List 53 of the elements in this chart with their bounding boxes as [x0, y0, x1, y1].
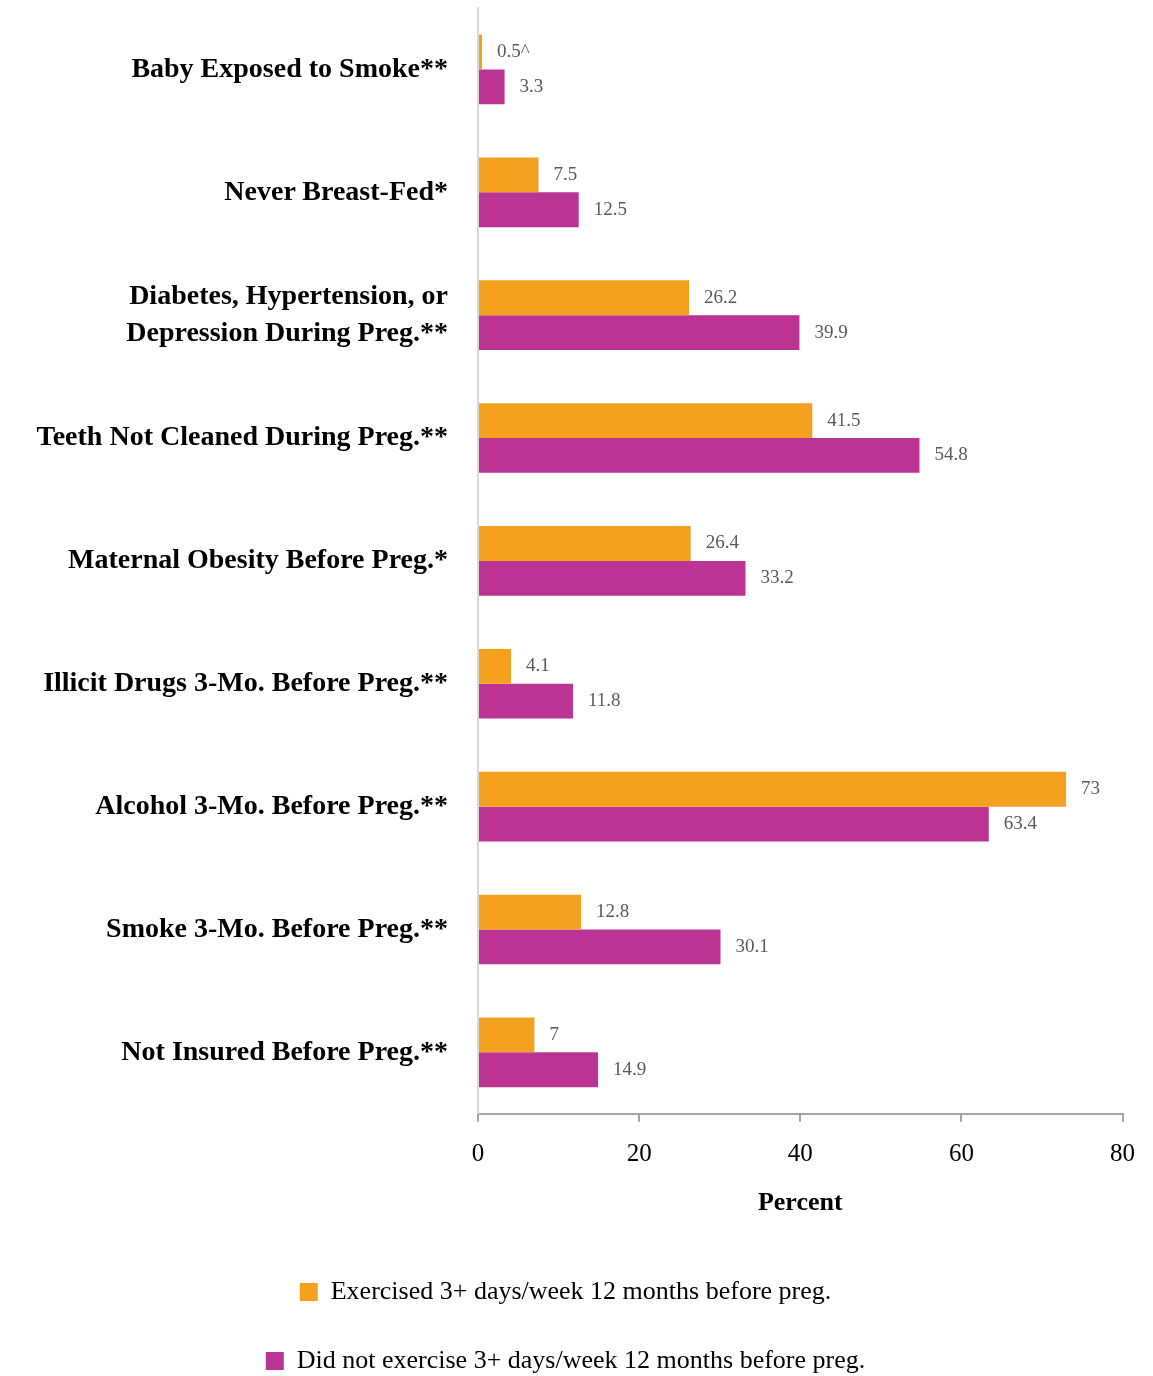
- data-label: 7.5: [553, 162, 578, 184]
- bar: [479, 403, 813, 439]
- x-tick-label: 20: [626, 1139, 652, 1167]
- data-label: 11.8: [588, 689, 621, 711]
- y-tick-label: Not Insured Before Preg.**: [121, 1034, 448, 1066]
- data-label: 41.5: [827, 408, 861, 430]
- y-tick-label: Illicit Drugs 3-Mo. Before Preg.**: [43, 666, 448, 697]
- data-label: 33.2: [760, 566, 794, 588]
- bar: [479, 1017, 535, 1053]
- data-label: 3.3: [519, 74, 544, 96]
- bar: [479, 894, 582, 930]
- data-label: 26.2: [704, 285, 738, 307]
- bar: [479, 929, 721, 965]
- legend-label: Did not exercise 3+ days/week 12 months before preg.: [296, 1344, 866, 1374]
- data-label: 12.8: [596, 900, 630, 922]
- data-label: 39.9: [814, 320, 848, 342]
- x-tick-label: 60: [948, 1139, 974, 1167]
- y-tick-label: Smoke 3-Mo. Before Preg.**: [106, 911, 448, 943]
- data-label: 26.4: [705, 531, 740, 553]
- data-label: 4.1: [526, 654, 550, 676]
- bar: [479, 1052, 599, 1088]
- y-tick-label: Alcohol 3-Mo. Before Preg.**: [95, 788, 448, 820]
- x-tick-label: 0: [471, 1139, 485, 1167]
- data-label: 73: [1081, 777, 1101, 799]
- bar: [479, 648, 512, 684]
- data-label: 54.8: [934, 443, 968, 465]
- x-tick-label: 40: [787, 1139, 813, 1167]
- bar: [479, 280, 690, 316]
- bar: [479, 192, 579, 228]
- y-tick-label: Maternal Obesity Before Preg.*: [68, 543, 448, 575]
- bar: [479, 315, 800, 350]
- y-tick-label: Never Breast-Fed*: [224, 174, 448, 206]
- bar: [479, 771, 1067, 807]
- legend-label: Exercised 3+ days/week 12 months before preg.: [330, 1275, 832, 1305]
- bar: [479, 157, 539, 193]
- bar: [479, 560, 746, 596]
- data-label: 7: [549, 1022, 559, 1044]
- data-label: 63.4: [1003, 812, 1038, 834]
- x-tick-label: 80: [1110, 1139, 1135, 1167]
- y-tick-label: Teeth Not Cleaned During Preg.**: [36, 420, 448, 452]
- data-label: 0.5^: [497, 40, 530, 61]
- bar: [479, 806, 989, 842]
- bar: [479, 438, 920, 473]
- y-tick-label: Baby Exposed to Smoke**: [131, 51, 448, 83]
- bar: [479, 526, 691, 561]
- bar: [479, 34, 483, 70]
- bar: [479, 683, 574, 719]
- x-axis-title: Percent: [757, 1187, 843, 1217]
- bar: [479, 69, 505, 105]
- y-tick-label: Diabetes, Hypertension, or Depression During Preg.**: [126, 278, 448, 348]
- data-label: 12.5: [593, 197, 627, 219]
- data-label: 30.1: [735, 934, 769, 956]
- data-label: 14.9: [613, 1057, 647, 1079]
